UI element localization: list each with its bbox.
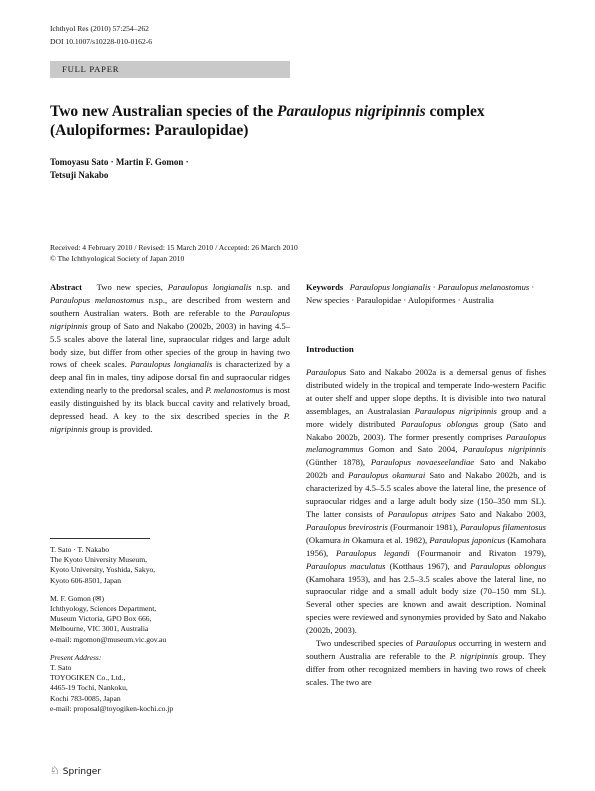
affiliation-line: Ichthyology, Sciences Department, — [50, 604, 157, 614]
text-run: Sato and Nakabo 2002b, and is characteri… — [306, 470, 547, 519]
address-line: T. Sato — [50, 663, 72, 673]
footer-text: Springer — [62, 767, 102, 777]
text-run: is most easily distinguished by its blac… — [50, 385, 290, 422]
italic-run: Paraulopus brevirostris — [306, 521, 388, 532]
affiliation-line: Melbourne, VIC 3001, Australia — [50, 624, 149, 634]
text-run: (Günther 1878), — [306, 457, 371, 468]
text-run: complex (Aulopiformes: Paraulopidae) — [50, 103, 485, 139]
text-run: (Kamohara 1956), — [306, 534, 546, 558]
italic-run: Paraulopus oblongus — [400, 418, 479, 429]
affiliations: T. Sato · T. Nakabo The Kyoto University … — [50, 545, 290, 714]
italic-run: Paraulopus okamurai — [348, 470, 426, 481]
italic-run: Paraulopus melanogrammus — [306, 431, 546, 455]
affiliation-line: The Kyoto University Museum, — [50, 555, 148, 565]
text-run: Gomon and Sato 2004, — [363, 444, 463, 455]
italic-run: Paraulopus novaeseelandiae — [370, 457, 475, 468]
footer: ♘ Springer — [50, 764, 101, 777]
text-run: Two new species, — [96, 282, 168, 292]
italic-run: Paraulopus japonicus — [429, 534, 506, 545]
text-run: (Kamohara 1953), and has 2.5–3.5 scales … — [306, 573, 546, 636]
author-line: Tetsuji Nakabo — [50, 170, 109, 180]
italic-run: Paraulopus maculatus — [306, 560, 386, 571]
text-run: Two new Australian species of the — [50, 103, 278, 120]
affiliation-line: M. F. Gomon (✉) — [50, 593, 105, 603]
title: Two new Australian species of the Paraul… — [50, 102, 550, 140]
italic-run: Paraulopus atripes — [387, 508, 456, 519]
introduction: Paraulopus Sato and Nakabo 2002a is a de… — [306, 366, 546, 689]
italic-run: P. nigripinnis — [449, 650, 498, 661]
copyright: © The Ichthyological Society of Japan 20… — [50, 254, 185, 263]
journal: Ichthyol Res (2010) 57:254–262 — [50, 24, 149, 33]
rule — [50, 538, 150, 539]
keywords: Keywords Paraulopus longianalis · Paraul… — [306, 281, 546, 307]
author-line: Tomoyasu Sato · Martin F. Gomon · — [50, 157, 189, 167]
text-run: n.sp., are described from western and so… — [50, 294, 291, 318]
text-run: · — [430, 282, 438, 292]
text-run: group. They differ from other recognized… — [306, 650, 547, 687]
affiliation-line: Kyoto 606-8501, Japan — [50, 575, 122, 585]
affiliation-line: Museum Victoria, GPO Box 666, — [50, 614, 152, 624]
italic-run: Paraulopus longianalis — [349, 282, 431, 292]
paragraph: Paraulopus Sato and Nakabo 2002a is a de… — [306, 366, 546, 637]
section-label: FULL PAPER — [62, 64, 120, 74]
address-line: 4465-19 Tochi, Nankoku, — [50, 683, 128, 693]
intro-heading: Introduction — [306, 344, 354, 354]
section-bar: FULL PAPER — [50, 61, 290, 78]
text-run: (Kotthaus 1967), and — [385, 560, 471, 571]
address-line: e-mail: proposal@toyogiken-kochi.co.jp — [50, 703, 174, 713]
italic-run: P. melanostomus — [205, 385, 264, 396]
italic-run: Paraulopus melanostomus — [437, 282, 530, 292]
springer-logo: ♘ — [50, 764, 60, 777]
text-run: Sato and Nakabo 2002b and — [306, 457, 547, 481]
text-run: group (Sato and Nakabo 2002b, 2003). The… — [306, 418, 546, 442]
text-run: Okamura et al. 1982), — [349, 534, 430, 545]
text-run: n.sp. and — [251, 282, 290, 292]
text-run: (Okamura — [306, 534, 344, 545]
affiliation-line: e-mail: mgomon@museum.vic.gov.au — [50, 634, 167, 644]
affiliation-line: T. Sato · T. Nakabo — [50, 545, 110, 554]
text-run: group and a more widely distributed — [306, 405, 547, 429]
affiliation-line: Kyoto University, Yoshida, Sakyo, — [50, 565, 156, 575]
abstract-label: Abstract — [50, 282, 82, 292]
italic-run: Paraulopus oblongus — [470, 560, 546, 571]
italic-run: Paraulopus nigripinnis — [277, 103, 426, 120]
italic-run: Paraulopus nigripinnis — [50, 307, 290, 331]
paragraph: Two undescribed species of Paraulopus oc… — [306, 637, 546, 689]
italic-run: P. nigripinnis — [50, 411, 290, 434]
affiliation: M. F. Gomon (✉) Ichthyology, Sciences Dep… — [50, 594, 290, 645]
keywords-label: Keywords — [306, 282, 344, 292]
text-run: occurring in western and southern Austra… — [306, 638, 546, 661]
text-run: (Fourmanoir and Rivaton 1979), — [409, 547, 546, 558]
italic-run: Paraulopus melanostomus — [50, 294, 145, 305]
present-address: Present Address: T. Sato TOYOGIKEN Co., Lt… — [50, 653, 290, 714]
italic-run: Paraulopus — [306, 367, 347, 377]
dates: Received: 4 February 2010 / Revised: 15 … — [50, 243, 298, 252]
text-run: Sato and Nakabo 2002a is a demersal genu… — [306, 367, 546, 416]
text-run: · New species · Paraulopidae · Aulopifor… — [306, 282, 535, 305]
italic-run: Paraulopus — [415, 638, 456, 649]
italic-run: Paraulopus nigripinnis — [462, 444, 547, 455]
italic-run: Paraulopus nigripinnis — [414, 405, 497, 416]
present-address-label: Present Address: — [50, 652, 102, 662]
text-run: (Fourmanoir 1981), — [387, 521, 461, 532]
text-run: Two undescribed species of — [316, 638, 416, 649]
doi: DOI 10.1007/s10228-010-0162-6 — [50, 37, 153, 46]
address-line: Kochi 783-0085, Japan — [50, 693, 121, 703]
italic-run: in — [343, 534, 350, 545]
italic-run: Paraulopus longianalis — [167, 282, 252, 292]
text-run: group is provided. — [87, 423, 153, 434]
italic-run: Paraulopus filamentosus — [460, 521, 546, 532]
italic-run: Paraulopus longianalis — [130, 359, 213, 370]
authors: Tomoyasu Sato · Martin F. Gomon · Tetsuj… — [50, 156, 189, 182]
text-run: is characterized by a deep anal fin in m… — [50, 359, 290, 396]
text-run: Sato and Nakabo 2003, — [455, 508, 546, 519]
address-line: TOYOGIKEN Co., Ltd., — [50, 673, 126, 683]
abstract: Abstract Two new species, Paraulopus lon… — [50, 281, 290, 436]
italic-run: Paraulopus legandi — [335, 547, 410, 558]
text-run: group of Sato and Nakabo (2002b, 2003) i… — [50, 320, 290, 370]
affiliation: T. Sato · T. Nakabo The Kyoto University … — [50, 545, 290, 586]
